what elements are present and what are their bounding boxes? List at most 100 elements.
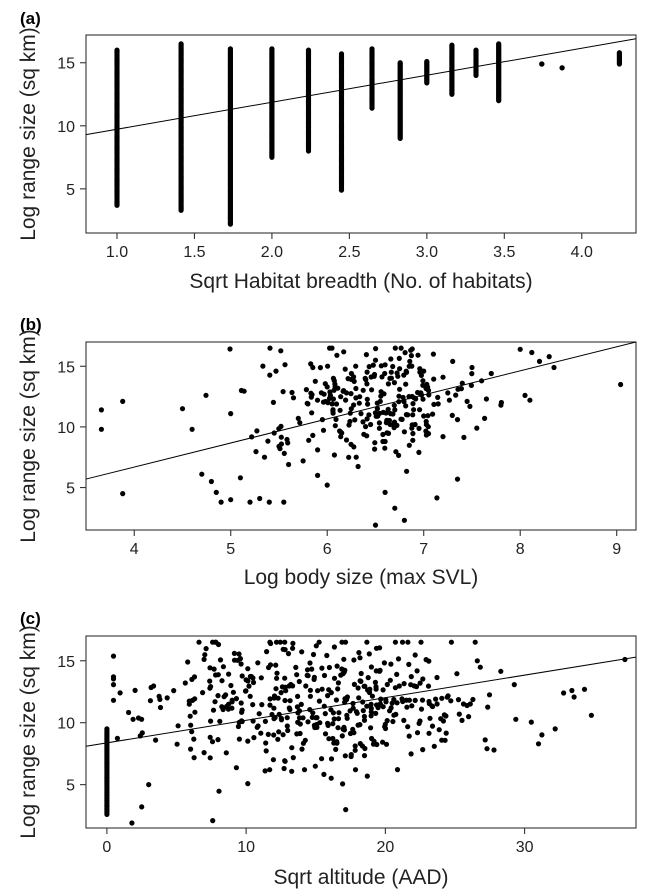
- panel-c-point: [267, 767, 273, 773]
- panel-c-point: [265, 731, 271, 738]
- panel-c-point: [229, 705, 235, 711]
- panel-c-point: [268, 640, 274, 647]
- panel-c-point: [343, 807, 349, 813]
- panel-c-point: [404, 704, 410, 710]
- panel-c-point: [114, 735, 120, 741]
- panel-b-point: [228, 411, 234, 417]
- panel-c-point: [412, 697, 418, 704]
- panel-b-point: [408, 353, 414, 359]
- panel-c-point: [322, 711, 328, 717]
- panel-c-point: [305, 719, 311, 725]
- panel-c-point: [352, 743, 358, 749]
- panel-c-point: [230, 689, 236, 695]
- panel-b-point: [364, 396, 370, 402]
- panel-b-point: [309, 410, 315, 416]
- panel-c-point: [569, 687, 575, 694]
- panel-a-y-ticks: 5 10 15: [57, 56, 86, 199]
- panel-b-point: [365, 401, 371, 407]
- panel-b-point: [237, 475, 243, 481]
- panel-b-point: [330, 396, 336, 402]
- panel-c-y-tick-label: 5: [66, 778, 75, 795]
- panel-c-point: [294, 704, 300, 710]
- panel-c-point: [315, 688, 321, 694]
- panel-c-point: [316, 698, 322, 704]
- panel-c-point: [287, 706, 293, 713]
- panel-c-point: [434, 674, 440, 681]
- panel-b-point: [431, 401, 437, 407]
- panel-c-point: [305, 673, 311, 679]
- panel-b-point: [267, 345, 273, 351]
- panel-b-point: [347, 418, 353, 425]
- panel-b-point: [410, 430, 416, 437]
- panel-b-point: [385, 381, 391, 387]
- panel-c-point: [201, 656, 207, 663]
- panel-c-point: [319, 756, 325, 762]
- panel-c-point: [364, 639, 370, 645]
- panel-c-point: [251, 735, 257, 741]
- panel-c-point: [336, 710, 342, 716]
- panel-c-point: [358, 678, 364, 685]
- panel-c-point: [438, 716, 444, 722]
- panel-c-point: [157, 704, 164, 711]
- panel-b-point: [425, 413, 431, 419]
- panel-b-point: [546, 354, 552, 360]
- panel-c-point: [426, 658, 432, 664]
- panel-b-point: [410, 412, 416, 418]
- panel-b-point: [281, 499, 287, 505]
- panel-a-y-tick-label: 5: [66, 182, 75, 199]
- panel-c-point: [297, 730, 303, 737]
- panel-c-point: [374, 741, 380, 748]
- panel-b-point: [332, 423, 338, 429]
- panel-b-point: [120, 491, 126, 497]
- panel-c-point: [408, 674, 414, 680]
- panel-c-point: [233, 696, 239, 702]
- panel-b-point: [366, 412, 372, 418]
- panel-c-point: [356, 695, 362, 701]
- panel-c-point: [191, 755, 197, 761]
- panel-c-point: [350, 700, 356, 707]
- panel-c-point: [456, 711, 462, 717]
- panel-c-point: [245, 738, 251, 744]
- panel-c-point: [356, 650, 362, 656]
- panel-c-point: [430, 703, 436, 710]
- panel-c-point: [278, 690, 284, 696]
- panel-b-point: [407, 358, 413, 364]
- panel-b-point: [536, 358, 543, 364]
- panel-c-point: [350, 726, 356, 732]
- panel-c-point: [321, 672, 328, 679]
- panel-c-point: [331, 716, 337, 722]
- panel-c-point: [348, 753, 354, 760]
- panel-b-point: [310, 432, 316, 438]
- panel-c-point: [221, 694, 227, 700]
- panel-c-point: [331, 675, 338, 681]
- panel-c-point: [369, 735, 375, 742]
- panel-b-point: [440, 374, 446, 380]
- panel-c-point: [319, 665, 325, 671]
- panel-b-letter: (b): [20, 315, 42, 334]
- panel-b-point: [382, 370, 388, 377]
- panel-b-point: [208, 478, 214, 485]
- panel-c-point: [401, 681, 407, 687]
- panel-c-point: [325, 693, 331, 699]
- panel-b-point: [423, 418, 429, 425]
- panel-b-point: [373, 346, 379, 352]
- panel-c-point: [219, 678, 225, 684]
- panel-c-point: [394, 767, 401, 773]
- panel-c-point: [255, 660, 261, 666]
- panel-b-point: [348, 441, 354, 447]
- panel-c-point: [328, 707, 334, 713]
- panel-c-point: [220, 664, 226, 670]
- panel-c-point: [271, 693, 278, 699]
- panel-c-point: [368, 725, 374, 731]
- panel-c-point: [408, 751, 414, 757]
- panel-b-point: [306, 437, 312, 443]
- panel-c-point: [335, 716, 342, 722]
- panel-c-point: [208, 718, 214, 724]
- panel-c-point: [132, 687, 138, 694]
- panel-b-point: [461, 434, 467, 440]
- panel-c-point: [351, 681, 357, 688]
- panel-a-point: [539, 61, 545, 67]
- panel-b-point: [421, 368, 427, 374]
- panel-b-point: [406, 363, 412, 369]
- panel-b-point: [435, 394, 441, 400]
